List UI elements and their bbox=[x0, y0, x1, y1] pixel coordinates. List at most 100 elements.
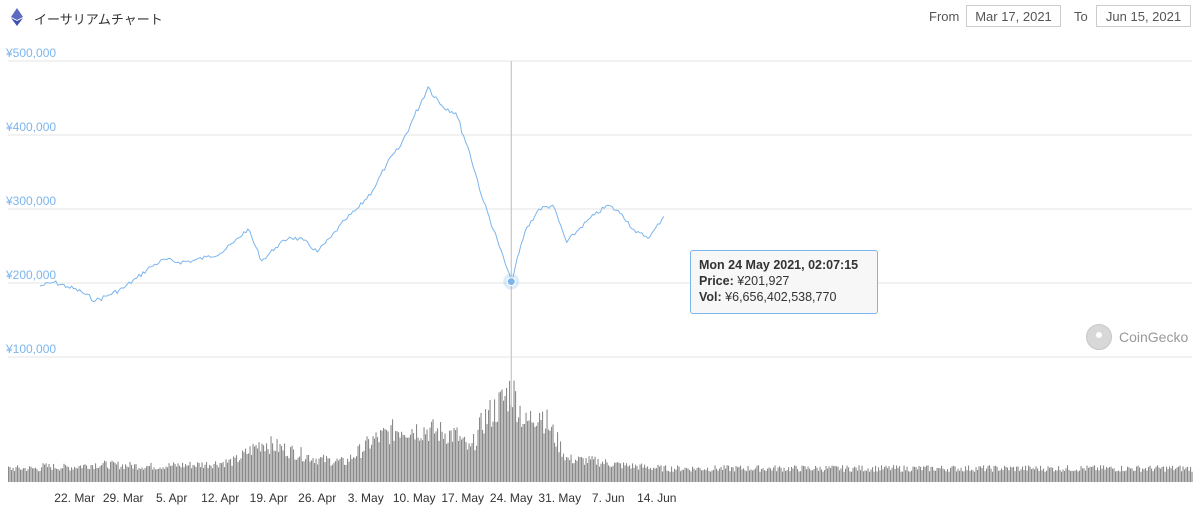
volume-bar bbox=[560, 441, 562, 482]
volume-bar bbox=[765, 470, 767, 482]
volume-bar bbox=[240, 458, 242, 482]
volume-bar bbox=[171, 465, 173, 482]
volume-bar bbox=[962, 471, 964, 482]
volume-bar bbox=[987, 465, 989, 482]
volume-bar bbox=[200, 467, 202, 482]
volume-bar bbox=[114, 462, 116, 482]
volume-bar bbox=[1020, 469, 1022, 482]
volume-bar bbox=[471, 443, 473, 482]
volume-bar bbox=[971, 469, 973, 482]
volume-bar bbox=[1103, 465, 1105, 482]
volume-bar bbox=[605, 459, 607, 482]
volume-bar bbox=[890, 470, 892, 482]
volume-bar bbox=[132, 468, 134, 482]
volume-bar bbox=[914, 466, 916, 482]
volume-bar bbox=[138, 467, 140, 482]
volume-bar bbox=[168, 463, 170, 482]
volume-bar bbox=[147, 466, 149, 482]
volume-bar bbox=[755, 468, 757, 482]
volume-bar bbox=[513, 380, 515, 482]
volume-bar bbox=[935, 470, 937, 482]
volume-bar bbox=[1062, 469, 1064, 482]
volume-bar bbox=[408, 437, 410, 482]
volume-bar bbox=[453, 427, 455, 482]
volume-bar bbox=[693, 468, 695, 482]
volume-bar bbox=[422, 440, 424, 482]
volume-bar bbox=[69, 470, 71, 482]
volume-bar bbox=[635, 464, 637, 482]
volume-bar bbox=[800, 471, 802, 482]
volume-bar bbox=[924, 466, 926, 482]
volume-bar bbox=[180, 467, 182, 482]
volume-bar bbox=[356, 456, 358, 482]
volume-bar bbox=[303, 461, 305, 482]
volume-bar bbox=[974, 471, 976, 482]
volume-bar bbox=[1056, 470, 1058, 482]
volume-bar bbox=[1001, 468, 1003, 482]
ethereum-icon bbox=[11, 8, 23, 26]
from-date-input[interactable] bbox=[966, 5, 1061, 27]
volume-bar bbox=[365, 440, 367, 482]
volume-bar bbox=[939, 468, 941, 482]
volume-bar bbox=[396, 431, 398, 482]
volume-bar bbox=[420, 438, 422, 482]
volume-bar bbox=[675, 469, 677, 482]
volume-bar bbox=[450, 430, 452, 482]
volume-bar bbox=[1122, 470, 1124, 482]
volume-bar bbox=[869, 471, 871, 482]
volume-bar bbox=[662, 471, 664, 482]
volume-bar bbox=[669, 471, 671, 482]
volume-bar bbox=[525, 412, 527, 482]
volume-bar bbox=[443, 438, 445, 482]
y-axis-ticks: ¥100,000 ¥200,000 ¥300,000 ¥400,000 ¥500,000 bbox=[5, 46, 56, 356]
volume-bar bbox=[696, 468, 698, 482]
volume-bar bbox=[920, 466, 922, 482]
volume-bar bbox=[110, 461, 112, 482]
volume-bar bbox=[654, 468, 656, 482]
volume-bar bbox=[1148, 467, 1150, 482]
x-tick-label: 19. Apr bbox=[250, 491, 288, 505]
volume-bar bbox=[227, 462, 229, 482]
volume-bar bbox=[419, 440, 421, 482]
volume-bar bbox=[653, 467, 655, 482]
volume-bar bbox=[1079, 470, 1081, 482]
volume-bar bbox=[878, 467, 880, 482]
volume-bar bbox=[1164, 471, 1166, 482]
volume-bar bbox=[674, 468, 676, 482]
volume-bar bbox=[236, 455, 238, 482]
volume-bar bbox=[198, 462, 200, 482]
volume-bar bbox=[899, 466, 901, 482]
volume-bar bbox=[1095, 470, 1097, 482]
volume-bar bbox=[197, 462, 199, 482]
volume-bar bbox=[45, 463, 47, 482]
volume-bar bbox=[101, 465, 103, 482]
volume-bar bbox=[507, 411, 509, 482]
volume-bar bbox=[1068, 469, 1070, 482]
volume-bar bbox=[1065, 468, 1067, 482]
volume-bar bbox=[1100, 465, 1102, 482]
volume-bar bbox=[1008, 470, 1010, 482]
volume-bar bbox=[710, 471, 712, 482]
volume-bar bbox=[369, 448, 371, 482]
volume-bar bbox=[923, 466, 925, 482]
volume-bar bbox=[1110, 466, 1112, 482]
volume-bar bbox=[102, 463, 104, 482]
volume-bar bbox=[284, 443, 286, 482]
to-date-input[interactable] bbox=[1096, 5, 1191, 27]
volume-bar bbox=[119, 469, 121, 482]
volume-bar bbox=[866, 470, 868, 482]
volume-bar bbox=[963, 471, 965, 482]
volume-bar bbox=[354, 458, 356, 482]
volume-bar bbox=[728, 465, 730, 482]
volume-bar bbox=[467, 449, 469, 482]
volume-bar bbox=[824, 470, 826, 482]
volume-bar bbox=[1049, 467, 1051, 482]
volume-bar bbox=[393, 440, 395, 482]
volume-bar bbox=[812, 470, 814, 482]
volume-bar bbox=[902, 471, 904, 482]
volume-bar bbox=[257, 448, 259, 482]
volume-bar bbox=[80, 465, 82, 482]
volume-bar bbox=[498, 392, 500, 482]
volume-bar bbox=[465, 442, 467, 482]
